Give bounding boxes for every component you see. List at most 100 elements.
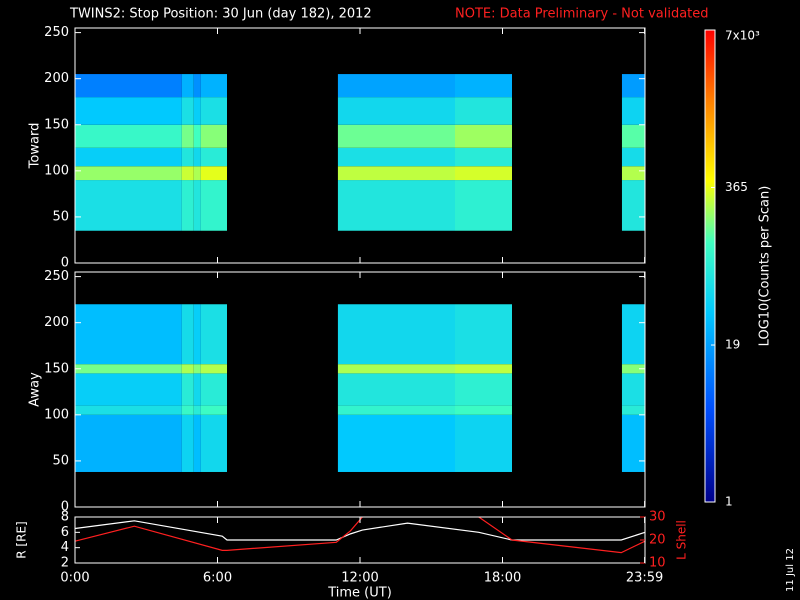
y-tick-label: 50 — [52, 453, 69, 468]
heatmap-cell — [455, 180, 512, 231]
heatmap-cell — [200, 180, 227, 231]
heatmap-cell — [621, 414, 645, 472]
y-tick-label: 150 — [44, 117, 69, 132]
heatmap-cell — [200, 414, 227, 472]
heatmap-cell — [337, 304, 455, 365]
heatmap-cell — [337, 405, 455, 415]
heatmap-cell — [337, 166, 455, 181]
y-tick-label: 0 — [61, 256, 69, 271]
heatmap-cell — [181, 364, 194, 374]
colorbar — [704, 29, 716, 503]
heatmap-cell — [621, 405, 645, 415]
x-tick-label: 18:00 — [484, 571, 521, 586]
heatmap-cell — [337, 180, 455, 231]
heatmap-cell — [337, 124, 455, 148]
heatmap-cell — [337, 364, 455, 374]
heatmap-cell — [193, 124, 201, 148]
heatmap-cell — [200, 124, 227, 148]
heatmap-cell — [621, 124, 645, 148]
x-tick-label: 0:00 — [60, 571, 89, 586]
heatmap-cell — [337, 74, 455, 98]
y-tick-label: 2 — [61, 556, 69, 571]
y-tick-label: 8 — [61, 510, 69, 525]
y-axis-label: Toward — [28, 123, 43, 170]
heatmap-cell — [455, 124, 512, 148]
heatmap-cell — [455, 166, 512, 181]
heatmap-cell — [337, 414, 455, 472]
x-axis-label: Time (UT) — [327, 586, 392, 600]
colorbar-tick-label: 1 — [725, 495, 733, 509]
heatmap-cell — [181, 304, 194, 365]
colorbar-tick-label: 19 — [725, 338, 740, 352]
heatmap-cell — [75, 97, 182, 125]
heatmap-cell — [75, 364, 182, 374]
heatmap-cell — [193, 304, 201, 365]
heatmap-cell — [621, 304, 645, 365]
colorbar-tick-label: 7x10³ — [725, 29, 760, 43]
y2-tick-label: 20 — [649, 533, 666, 548]
heatmap-cell — [75, 414, 182, 472]
heatmap-cell — [200, 74, 227, 98]
heatmap-cell — [193, 180, 201, 231]
heatmap-cell — [75, 180, 182, 231]
heatmap-cell — [75, 304, 182, 365]
heatmap-cell — [337, 373, 455, 406]
y-tick-label: 200 — [44, 71, 69, 86]
heatmap-cell — [200, 166, 227, 181]
heatmap-cell — [193, 166, 201, 181]
heatmap-cell — [181, 147, 194, 167]
heatmap-cell — [455, 373, 512, 406]
y-tick-label: 100 — [44, 163, 69, 178]
heatmap-cell — [621, 373, 645, 406]
heatmap-cell — [75, 74, 182, 98]
y-axis-label: R [RE] — [15, 521, 29, 558]
x-tick-label: 6:00 — [203, 571, 232, 586]
heatmap-cell — [455, 405, 512, 415]
heatmap-cell — [75, 147, 182, 167]
heatmap-cell — [193, 414, 201, 472]
heatmap-cell — [181, 414, 194, 472]
x-tick-label: 12:00 — [341, 571, 378, 586]
heatmap-cell — [181, 180, 194, 231]
y-tick-label: 6 — [61, 525, 69, 540]
y-tick-label: 50 — [52, 209, 69, 224]
heatmap-cell — [621, 364, 645, 374]
heatmap-cell — [337, 147, 455, 167]
heatmap-cell — [200, 304, 227, 365]
heatmap-cell — [181, 405, 194, 415]
heatmap-cell — [193, 405, 201, 415]
note: NOTE: Data Preliminary - Not validated — [455, 7, 709, 22]
heatmap-cell — [621, 97, 645, 125]
heatmap-cell — [181, 124, 194, 148]
heatmap-cell — [200, 364, 227, 374]
heatmap-cell — [193, 97, 201, 125]
heatmap-cell — [621, 180, 645, 231]
heatmap-cell — [181, 97, 194, 125]
chart-title: TWINS2: Stop Position: 30 Jun (day 182),… — [69, 7, 372, 22]
heatmap-cell — [455, 147, 512, 167]
colorbar-tick-label: 365 — [725, 180, 748, 194]
heatmap-cell — [337, 97, 455, 125]
y-axis-label: Away — [28, 372, 43, 407]
colorbar-label: LOG10(Counts per Scan) — [758, 186, 773, 347]
heatmap-cell — [621, 74, 645, 98]
heatmap-cell — [200, 97, 227, 125]
y2-tick-label: 10 — [649, 556, 666, 571]
heatmap-cell — [181, 166, 194, 181]
heatmap-cell — [455, 97, 512, 125]
y2-axis-label: L Shell — [675, 520, 689, 560]
heatmap-cell — [75, 405, 182, 415]
y-tick-label: 150 — [44, 361, 69, 376]
side-note: 11 Jul 12 — [785, 548, 796, 592]
heatmap-cell — [621, 147, 645, 167]
heatmap-cell — [75, 166, 182, 181]
heatmap-cell — [455, 304, 512, 365]
x-tick-label: 23:59 — [626, 571, 663, 586]
series-line — [74, 520, 646, 541]
heatmap-cell — [200, 405, 227, 415]
y-tick-label: 250 — [44, 25, 69, 40]
heatmap-cell — [193, 373, 201, 406]
y2-tick-label: 30 — [649, 510, 666, 525]
